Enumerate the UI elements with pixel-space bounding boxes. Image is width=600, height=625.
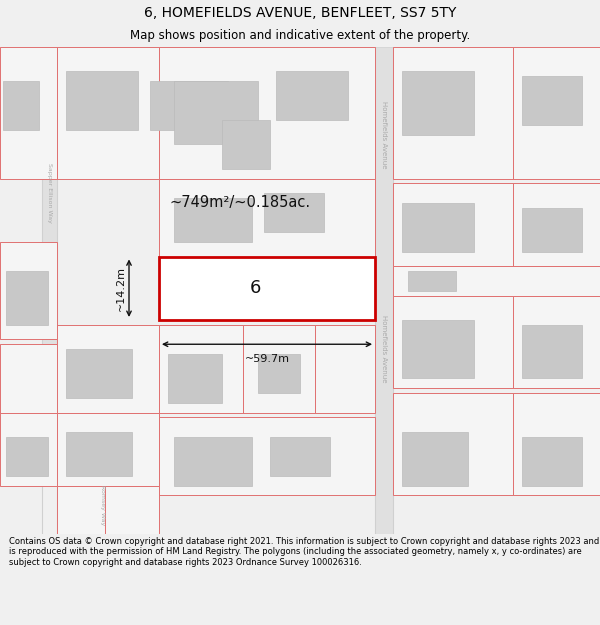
Bar — [57, 486, 105, 534]
Bar — [159, 418, 375, 496]
Bar — [57, 325, 159, 412]
Bar — [66, 349, 132, 398]
Text: Homefields Avenue: Homefields Avenue — [381, 101, 387, 168]
Bar — [159, 179, 375, 256]
Bar — [174, 81, 258, 144]
Bar — [393, 47, 513, 179]
Bar — [393, 296, 513, 388]
Text: Contains OS data © Crown copyright and database right 2021. This information is : Contains OS data © Crown copyright and d… — [9, 537, 599, 567]
Text: Sapper Ellison Way: Sapper Ellison Way — [47, 163, 52, 223]
Bar — [57, 412, 159, 486]
Bar — [522, 325, 582, 378]
Text: Romsey Way: Romsey Way — [100, 485, 104, 525]
Bar — [57, 47, 159, 179]
Bar — [168, 354, 222, 402]
Bar — [222, 120, 270, 169]
Text: ~749m²/~0.185ac.: ~749m²/~0.185ac. — [169, 196, 311, 211]
Bar — [522, 76, 582, 125]
Bar — [150, 81, 228, 130]
Text: Map shows position and indicative extent of the property.: Map shows position and indicative extent… — [130, 29, 470, 42]
Bar — [3, 81, 39, 130]
Bar — [393, 266, 600, 296]
Bar — [408, 271, 456, 291]
Bar — [66, 71, 138, 130]
Bar — [6, 271, 48, 325]
Bar — [270, 437, 330, 476]
Bar — [105, 486, 159, 534]
Bar — [393, 183, 513, 266]
Text: Homefields Avenue: Homefields Avenue — [381, 316, 387, 383]
Bar — [159, 256, 375, 320]
Bar — [513, 393, 600, 496]
Bar — [42, 47, 57, 437]
Bar — [402, 71, 474, 134]
Bar — [243, 325, 315, 412]
Bar — [0, 242, 57, 339]
Bar — [6, 437, 48, 476]
Bar — [375, 47, 393, 534]
Bar — [513, 183, 600, 266]
Bar — [66, 432, 132, 476]
Bar — [402, 432, 468, 486]
Bar — [276, 71, 348, 120]
Bar — [282, 266, 354, 310]
Bar — [522, 208, 582, 252]
Bar — [402, 320, 474, 378]
Text: 6, HOMEFIELDS AVENUE, BENFLEET, SS7 5TY: 6, HOMEFIELDS AVENUE, BENFLEET, SS7 5TY — [144, 6, 456, 20]
Bar — [174, 437, 252, 486]
Bar — [258, 354, 300, 393]
Bar — [159, 325, 243, 412]
Bar — [0, 412, 57, 486]
Bar — [315, 325, 375, 412]
Bar — [513, 296, 600, 388]
Bar — [0, 47, 57, 179]
Text: ~59.7m: ~59.7m — [245, 354, 290, 364]
Bar — [159, 47, 375, 179]
Bar — [513, 47, 600, 179]
Bar — [393, 393, 513, 496]
Bar — [402, 203, 474, 252]
Bar — [264, 193, 324, 232]
Bar — [174, 198, 252, 242]
Bar — [522, 437, 582, 486]
Text: ~14.2m: ~14.2m — [116, 266, 126, 311]
Text: 6: 6 — [250, 279, 260, 297]
Bar — [0, 344, 57, 412]
